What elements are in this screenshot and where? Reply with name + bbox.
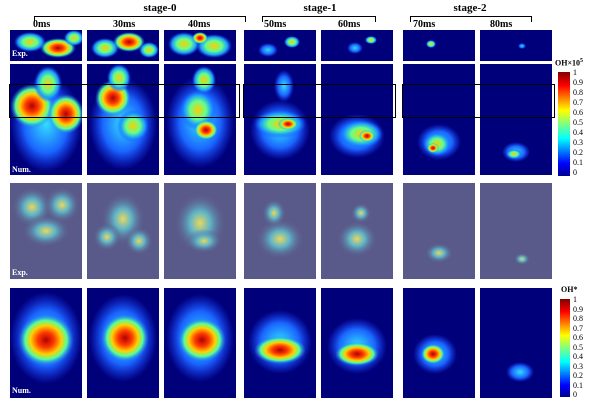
stage-0-bracket	[34, 16, 246, 22]
row2-num-label: Num.	[12, 386, 31, 395]
exp-ohstar-image-80ms	[480, 183, 552, 279]
stage-1-bracket	[262, 16, 376, 22]
colorbar2-tick: 0.1	[573, 380, 583, 390]
exp-ohstar-image-40ms	[164, 183, 236, 279]
colorbar2-tick: 0.6	[573, 333, 583, 342]
colorbar1-title: OH×105	[555, 58, 584, 68]
colorbar2-gradient	[560, 299, 570, 397]
exp-oh-strip-40ms	[164, 30, 236, 61]
row1-num-label: Num.	[12, 165, 31, 174]
exp-oh-strip-0ms	[10, 30, 82, 61]
colorbar1-tick: 0.1	[573, 158, 583, 167]
colorbar1-tick: 1	[573, 68, 577, 77]
num-oh-field-30ms	[87, 64, 159, 175]
comparison-box-stage-2	[402, 84, 555, 118]
num-ohstar-field-60ms	[321, 288, 393, 398]
exp-ohstar-image-70ms	[403, 183, 475, 279]
colorbar2-tick: 0.7	[573, 323, 583, 333]
colorbar1-tick: 0.3	[573, 138, 583, 147]
exp-oh-strip-60ms	[321, 30, 393, 61]
num-ohstar-field-80ms	[480, 288, 552, 398]
colorbar1-tick: 0.8	[573, 88, 583, 97]
comparison-box-stage-1	[243, 84, 396, 118]
num-oh-field-70ms	[403, 64, 475, 175]
exp-oh-strip-50ms	[244, 30, 316, 61]
colorbar1-ticks: 1 0.9 0.8 0.7 0.6 0.5 0.4 0.3 0.2 0.1 0	[573, 69, 593, 179]
num-ohstar-field-50ms	[244, 288, 316, 398]
stage-1-label: stage-1	[303, 2, 337, 14]
time-label-0ms: 0ms	[33, 19, 51, 30]
colorbar1-tick: 0.2	[573, 148, 583, 157]
colorbar2-tick: 0.2	[573, 371, 583, 380]
colorbar1-tick: 0	[573, 168, 577, 177]
num-oh-field-0ms	[10, 64, 82, 175]
time-label-80ms: 80ms	[490, 19, 513, 30]
colorbar1-tick: 0.7	[573, 98, 583, 107]
colorbar2-tick: 0	[573, 390, 577, 399]
row1-exp-label: Exp.	[12, 49, 28, 58]
exp-ohstar-image-50ms	[244, 183, 316, 279]
time-label-70ms: 70ms	[413, 19, 436, 30]
colorbar2-tick: 0.4	[573, 352, 583, 361]
exp-oh-strip-70ms	[403, 30, 475, 61]
num-ohstar-field-30ms	[87, 288, 159, 398]
colorbar1-tick: 0.5	[573, 118, 583, 127]
time-label-50ms: 50ms	[264, 19, 287, 30]
colorbar1-tick: 0.4	[573, 128, 583, 137]
colorbar1-gradient	[558, 72, 570, 176]
colorbar2-tick: 0.5	[573, 342, 583, 352]
stage-0-label: stage-0	[143, 2, 177, 14]
time-label-30ms: 30ms	[113, 19, 136, 30]
exp-oh-strip-80ms	[480, 30, 552, 61]
exp-ohstar-image-60ms	[321, 183, 393, 279]
num-oh-field-60ms	[321, 64, 393, 175]
colorbar2-tick: 0.8	[573, 314, 583, 323]
num-oh-field-50ms	[244, 64, 316, 175]
num-ohstar-field-40ms	[164, 288, 236, 398]
colorbar2-tick: 1	[573, 295, 577, 304]
colorbar2-ticks: 1 0.9 0.8 0.7 0.6 0.5 0.4 0.3 0.2 0.1 0	[573, 296, 593, 402]
num-oh-field-40ms	[164, 64, 236, 175]
exp-ohstar-image-30ms	[87, 183, 159, 279]
row2-exp-label: Exp.	[12, 268, 28, 277]
exp-oh-strip-30ms	[87, 30, 159, 61]
exp-ohstar-image-0ms	[10, 183, 82, 279]
stage-2-label: stage-2	[453, 2, 487, 14]
colorbar2-tick: 0.9	[573, 304, 583, 314]
num-oh-field-80ms	[480, 64, 552, 175]
colorbar2-title: OH*	[561, 285, 578, 294]
num-ohstar-field-0ms	[10, 288, 82, 398]
colorbar1-tick: 0.9	[573, 78, 583, 87]
num-ohstar-field-70ms	[403, 288, 475, 398]
colorbar1-tick: 0.6	[573, 108, 583, 117]
stage-2-bracket	[410, 16, 532, 22]
colorbar2-tick: 0.3	[573, 361, 583, 371]
time-label-60ms: 60ms	[338, 19, 361, 30]
comparison-box-stage-0	[9, 84, 240, 118]
time-label-40ms: 40ms	[188, 19, 211, 30]
